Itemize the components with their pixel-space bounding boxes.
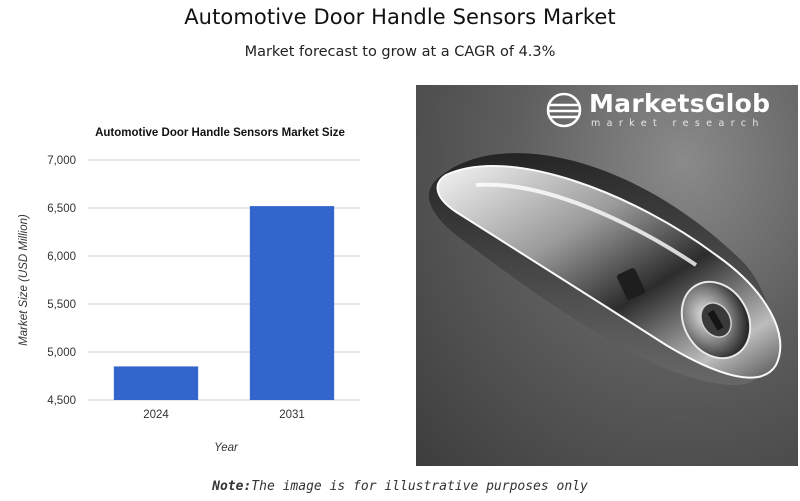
- page-title: Automotive Door Handle Sensors Market: [184, 5, 616, 29]
- bar-2024: [113, 366, 199, 400]
- y-axis-title: Market Size (USD Million): [18, 214, 30, 346]
- chart-title: Automotive Door Handle Sensors Market Si…: [95, 127, 345, 139]
- bar-layer: [113, 206, 335, 400]
- x-tick-layer: 2024 2031: [143, 409, 305, 421]
- door-handle-illustration: [428, 153, 782, 385]
- grid-layer: 4,500 5,000 5,500 6,000 6,500 7,000: [47, 155, 360, 407]
- markets-glob-logo: MarketsGlob market research: [545, 89, 790, 133]
- x-tick-label: 2024: [143, 409, 169, 421]
- logo-wordmark: MarketsGlob: [589, 89, 771, 118]
- y-tick-label: 7,000: [47, 155, 76, 167]
- y-tick-label: 4,500: [47, 395, 76, 407]
- page-subtitle: Market forecast to grow at a CAGR of 4.3…: [244, 44, 556, 60]
- y-tick-label: 5,500: [47, 299, 76, 311]
- x-tick-label: 2031: [279, 409, 305, 421]
- logo-tagline: market research: [591, 118, 765, 129]
- door-handle-photo: MarketsGlob market research: [416, 85, 798, 466]
- y-tick-label: 5,000: [47, 347, 76, 359]
- note-label: Note:: [212, 479, 252, 494]
- y-tick-label: 6,500: [47, 203, 76, 215]
- note-text: The image is for illustrative purposes o…: [251, 479, 588, 494]
- chart-canvas: Automotive Door Handle Sensors Market Si…: [18, 127, 360, 454]
- globe-icon: [546, 92, 582, 128]
- illustrative-note: Note:The image is for illustrative purpo…: [0, 479, 800, 494]
- bar-2031: [249, 206, 335, 400]
- bar-chart: Automotive Door Handle Sensors Market Si…: [0, 110, 380, 470]
- x-axis-title: Year: [214, 442, 239, 454]
- y-tick-label: 6,000: [47, 251, 76, 263]
